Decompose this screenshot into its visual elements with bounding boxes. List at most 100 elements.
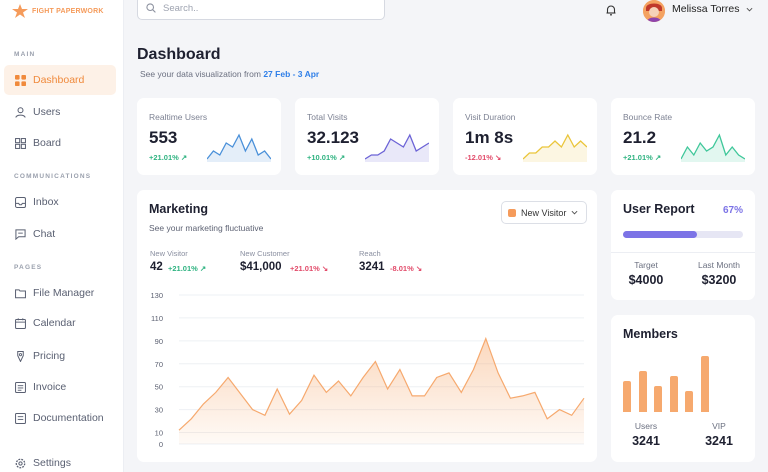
sidebar-item-file-manager[interactable]: File Manager [4, 278, 116, 308]
stat-card-total-visits: Total Visits 32.123 +10.01% ↗ [295, 98, 439, 175]
search-bar[interactable] [137, 0, 385, 20]
sidebar-item-label: File Manager [33, 287, 95, 299]
sidebar-item-invoice[interactable]: Invoice [4, 372, 116, 402]
section-label-main: MAIN [14, 51, 36, 58]
sparkline [681, 133, 745, 162]
member-bar [685, 390, 694, 412]
dropdown-value: New Visitor [521, 207, 567, 218]
member-bar [623, 380, 631, 412]
metric-change-reach: -8.01% ↘ [390, 264, 422, 273]
members-card: Members Users 3241 VIP 3241 [611, 315, 755, 462]
target-value: $4000 [628, 273, 664, 287]
stat-card-realtime-users: Realtime Users 553 +21.01% ↗ [137, 98, 281, 175]
sparkline-area [207, 135, 271, 162]
avatar[interactable] [643, 0, 665, 22]
metric-change-value: +21.01% [168, 264, 198, 273]
inbox-icon [15, 196, 26, 208]
last-month-label: Last Month [697, 260, 741, 270]
trend-up-icon: ↗ [199, 264, 207, 273]
chevron-down-icon[interactable] [746, 6, 753, 13]
page-title: Dashboard [137, 46, 221, 63]
user-name[interactable]: Melissa Torres [672, 3, 740, 15]
sidebar-item-label: Board [33, 137, 62, 149]
brand-logo[interactable]: FIGHT PAPERWORK [12, 4, 104, 18]
subtitle-text: See your data visualization from [140, 69, 261, 79]
metric-change-value: +21.01% [290, 264, 320, 273]
target-label: Target [634, 260, 658, 270]
users-value: 3241 [632, 434, 660, 448]
sparkline [365, 133, 429, 162]
stat-change: +10.01% ↗ [307, 153, 345, 162]
y-tick-label: 50 [155, 383, 163, 392]
search-input[interactable] [163, 2, 363, 14]
sparkline-line [681, 133, 745, 160]
stat-change-value: +10.01% [307, 153, 337, 162]
notification-bell-icon[interactable] [605, 4, 617, 16]
sidebar-item-label: Chat [33, 228, 56, 240]
metric-label-new-visitor: New Visitor [150, 249, 188, 258]
folder-icon [15, 288, 26, 298]
stat-value: 21.2 [623, 128, 657, 147]
stat-value: 32.123 [307, 128, 359, 147]
trend-down-icon: ↘ [321, 264, 329, 273]
stat-card-bounce-rate: Bounce Rate 21.2 +21.01% ↗ [611, 98, 755, 175]
search-icon [146, 3, 156, 13]
y-tick-label: 130 [150, 291, 163, 300]
sidebar-item-calendar[interactable]: Calendar [4, 308, 116, 338]
sidebar-item-dashboard[interactable]: Dashboard [4, 65, 116, 95]
stat-value: 1m 8s [465, 128, 514, 147]
y-tick-label: 70 [155, 360, 163, 369]
user-report-card: User Report 67% Target $4000 Last Month … [611, 190, 755, 300]
metric-change-value: -8.01% [390, 264, 414, 273]
sidebar-item-label: Pricing [33, 350, 66, 362]
dashboard-icon [15, 74, 26, 86]
member-bar [654, 386, 663, 412]
y-tick-label: 30 [155, 406, 163, 415]
stat-change: +21.01% ↗ [623, 153, 661, 162]
series-line [178, 336, 585, 431]
brand-name: FIGHT PAPERWORK [32, 7, 104, 15]
stat-label: Realtime Users [149, 112, 208, 122]
board-icon [15, 137, 26, 149]
metric-change-new-visitor: +21.01% ↗ [168, 264, 206, 273]
trend-up-icon: ↗ [338, 153, 346, 162]
star-logo-icon [12, 4, 28, 18]
sidebar-item-chat[interactable]: Chat [4, 219, 116, 249]
sidebar-item-pricing[interactable]: Pricing [4, 341, 116, 371]
user-report-title: User Report [623, 202, 695, 216]
marketing-subtitle: See your marketing fluctuative [149, 223, 264, 233]
legend-swatch [508, 208, 516, 217]
y-tick-label: 10 [155, 429, 163, 438]
sidebar-item-documentation[interactable]: Documentation [4, 403, 116, 433]
chevron-down-icon [571, 210, 578, 215]
vip-value: 3241 [705, 434, 733, 448]
sparkline-area [523, 135, 587, 162]
sidebar-item-inbox[interactable]: Inbox [4, 187, 116, 217]
sparkline-line [523, 133, 587, 160]
gear-icon [15, 458, 26, 468]
stat-label: Total Visits [307, 112, 348, 122]
vip-label: VIP [712, 421, 726, 431]
user-report-percent: 67% [722, 205, 743, 216]
trend-up-icon: ↗ [654, 153, 662, 162]
sidebar-item-users[interactable]: Users [4, 97, 116, 127]
sidebar-item-label: Calendar [33, 317, 76, 329]
sidebar-item-board[interactable]: Board [4, 128, 116, 158]
date-range[interactable]: 27 Feb - 3 Apr [263, 69, 320, 79]
users-label: Users [634, 421, 658, 431]
visitor-type-dropdown[interactable]: New Visitor [501, 201, 587, 224]
y-tick-label: 110 [151, 314, 163, 323]
marketing-title: Marketing [149, 202, 209, 216]
stat-change-value: -12.01% [465, 153, 493, 162]
sparkline [207, 133, 271, 162]
sparkline-area [681, 135, 745, 162]
member-bar [638, 370, 647, 412]
document-icon [15, 412, 26, 424]
trend-down-icon: ↘ [495, 153, 502, 162]
sidebar: FIGHT PAPERWORK MAIN Dashboard Users Boa… [0, 0, 124, 472]
divider [611, 252, 755, 253]
metric-value-new-customer: $41,000 [240, 261, 282, 273]
trend-up-icon: ↗ [180, 153, 188, 162]
sidebar-item-settings[interactable]: Settings [4, 448, 116, 472]
stat-change: +21.01% ↗ [149, 153, 187, 162]
